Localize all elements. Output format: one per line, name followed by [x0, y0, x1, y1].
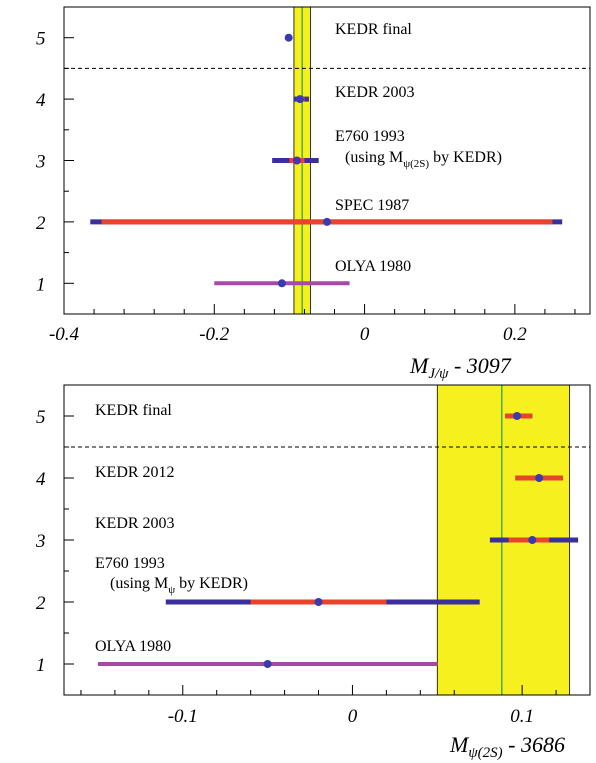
measurement-label: KEDR 2003 [335, 84, 415, 101]
y-tick-label: 5 [36, 407, 46, 428]
y-tick-label: 4 [36, 90, 46, 111]
x-tick-label: 0 [348, 706, 358, 727]
plot-frame [63, 6, 591, 315]
y-tick-label: 3 [35, 152, 46, 173]
measurement-label: E760 1993 [335, 128, 405, 145]
measurement-label: OLYA 1980 [95, 638, 171, 655]
measurement-label: KEDR final [335, 21, 412, 38]
measurement-note: (using Mψ(2S) by KEDR) [345, 149, 502, 170]
y-tick-label: 4 [36, 469, 46, 490]
x-tick-label: 0 [360, 324, 370, 345]
x-tick-label: -0.2 [199, 324, 230, 345]
y-tick-label: 1 [36, 655, 46, 676]
x-axis-label: Mψ(2S) - 3686 [449, 732, 565, 761]
data-point [277, 279, 286, 288]
measurement-label: SPEC 1987 [335, 197, 409, 214]
data-point [292, 156, 301, 165]
chart-panel-2: -0.1 0 0.1 1 2 3 4 5 KEDR final KEDR 2012 KEDR 200… [35, 384, 591, 761]
x-tick-label: -0.4 [49, 324, 80, 345]
measurement-note: (using Mψ by KEDR) [110, 575, 248, 596]
y-tick-label: 5 [36, 29, 46, 50]
data-point [295, 95, 304, 104]
data-point [513, 412, 522, 420]
measurement-label: OLYA 1980 [335, 258, 411, 275]
x-tick-label: 0.2 [503, 324, 527, 345]
data-point [535, 474, 544, 482]
x-tick-label: 0.1 [510, 706, 534, 727]
measurement-label: KEDR 2003 [95, 515, 175, 532]
data-point [323, 217, 331, 226]
y-tick-label: 2 [36, 593, 46, 614]
data-point [314, 598, 323, 606]
data-point [528, 536, 537, 544]
measurement-label: E760 1993 [95, 555, 165, 572]
measurement-label: KEDR final [95, 402, 172, 419]
measurement-label: KEDR 2012 [95, 464, 175, 481]
y-tick-label: 2 [36, 213, 46, 234]
chart-panel-1: -0.4 -0.2 0 0.2 1 2 3 4 5 KEDR final KEDR 2003 E760… [35, 6, 591, 382]
x-axis-label: MJ/ψ - 3097 [409, 353, 512, 382]
data-point [263, 660, 272, 668]
y-tick-label: 1 [36, 274, 46, 295]
x-tick-label: -0.1 [168, 706, 198, 727]
y-tick-label: 3 [35, 531, 46, 552]
data-point [284, 33, 293, 42]
